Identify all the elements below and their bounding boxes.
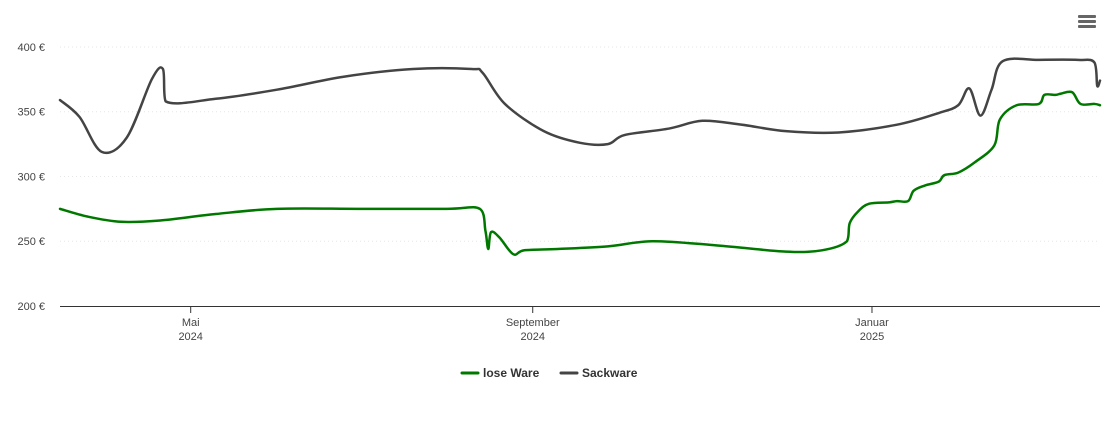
x-tick-label-year: 2025	[860, 331, 884, 343]
series-line-lose-ware[interactable]	[58, 90, 1102, 256]
chart-menu-button[interactable]	[1076, 10, 1098, 32]
x-tick-label-month: Januar	[855, 317, 889, 329]
y-tick-label: 400 €	[17, 42, 45, 54]
x-tick-label-year: 2024	[520, 331, 544, 343]
legend-label: lose Ware	[483, 366, 540, 380]
series-layer	[58, 57, 1102, 256]
y-tick-label: 250 €	[17, 236, 45, 248]
y-tick-label: 350 €	[17, 107, 45, 119]
x-axis: Mai 2024 September 2024 Januar 2025	[60, 306, 1100, 343]
x-tick-label-month: September	[506, 317, 560, 329]
y-tick-label: 300 €	[17, 171, 45, 183]
y-axis-labels: 200 € 250 € 300 € 350 € 400 €	[17, 42, 45, 313]
series-line-sackware[interactable]	[58, 57, 1102, 155]
x-tick-label-month: Mai	[182, 317, 200, 329]
legend-item-sackware[interactable]: Sackware	[559, 366, 638, 380]
legend-label: Sackware	[582, 366, 638, 380]
x-tick-label-year: 2024	[178, 331, 202, 343]
legend[interactable]: lose Ware Sackware	[460, 366, 638, 380]
grid-layer	[60, 46, 1100, 242]
legend-item-lose-ware[interactable]: lose Ware	[460, 366, 540, 380]
hamburger-menu-icon[interactable]	[1076, 10, 1098, 32]
y-tick-label: 200 €	[17, 301, 45, 313]
